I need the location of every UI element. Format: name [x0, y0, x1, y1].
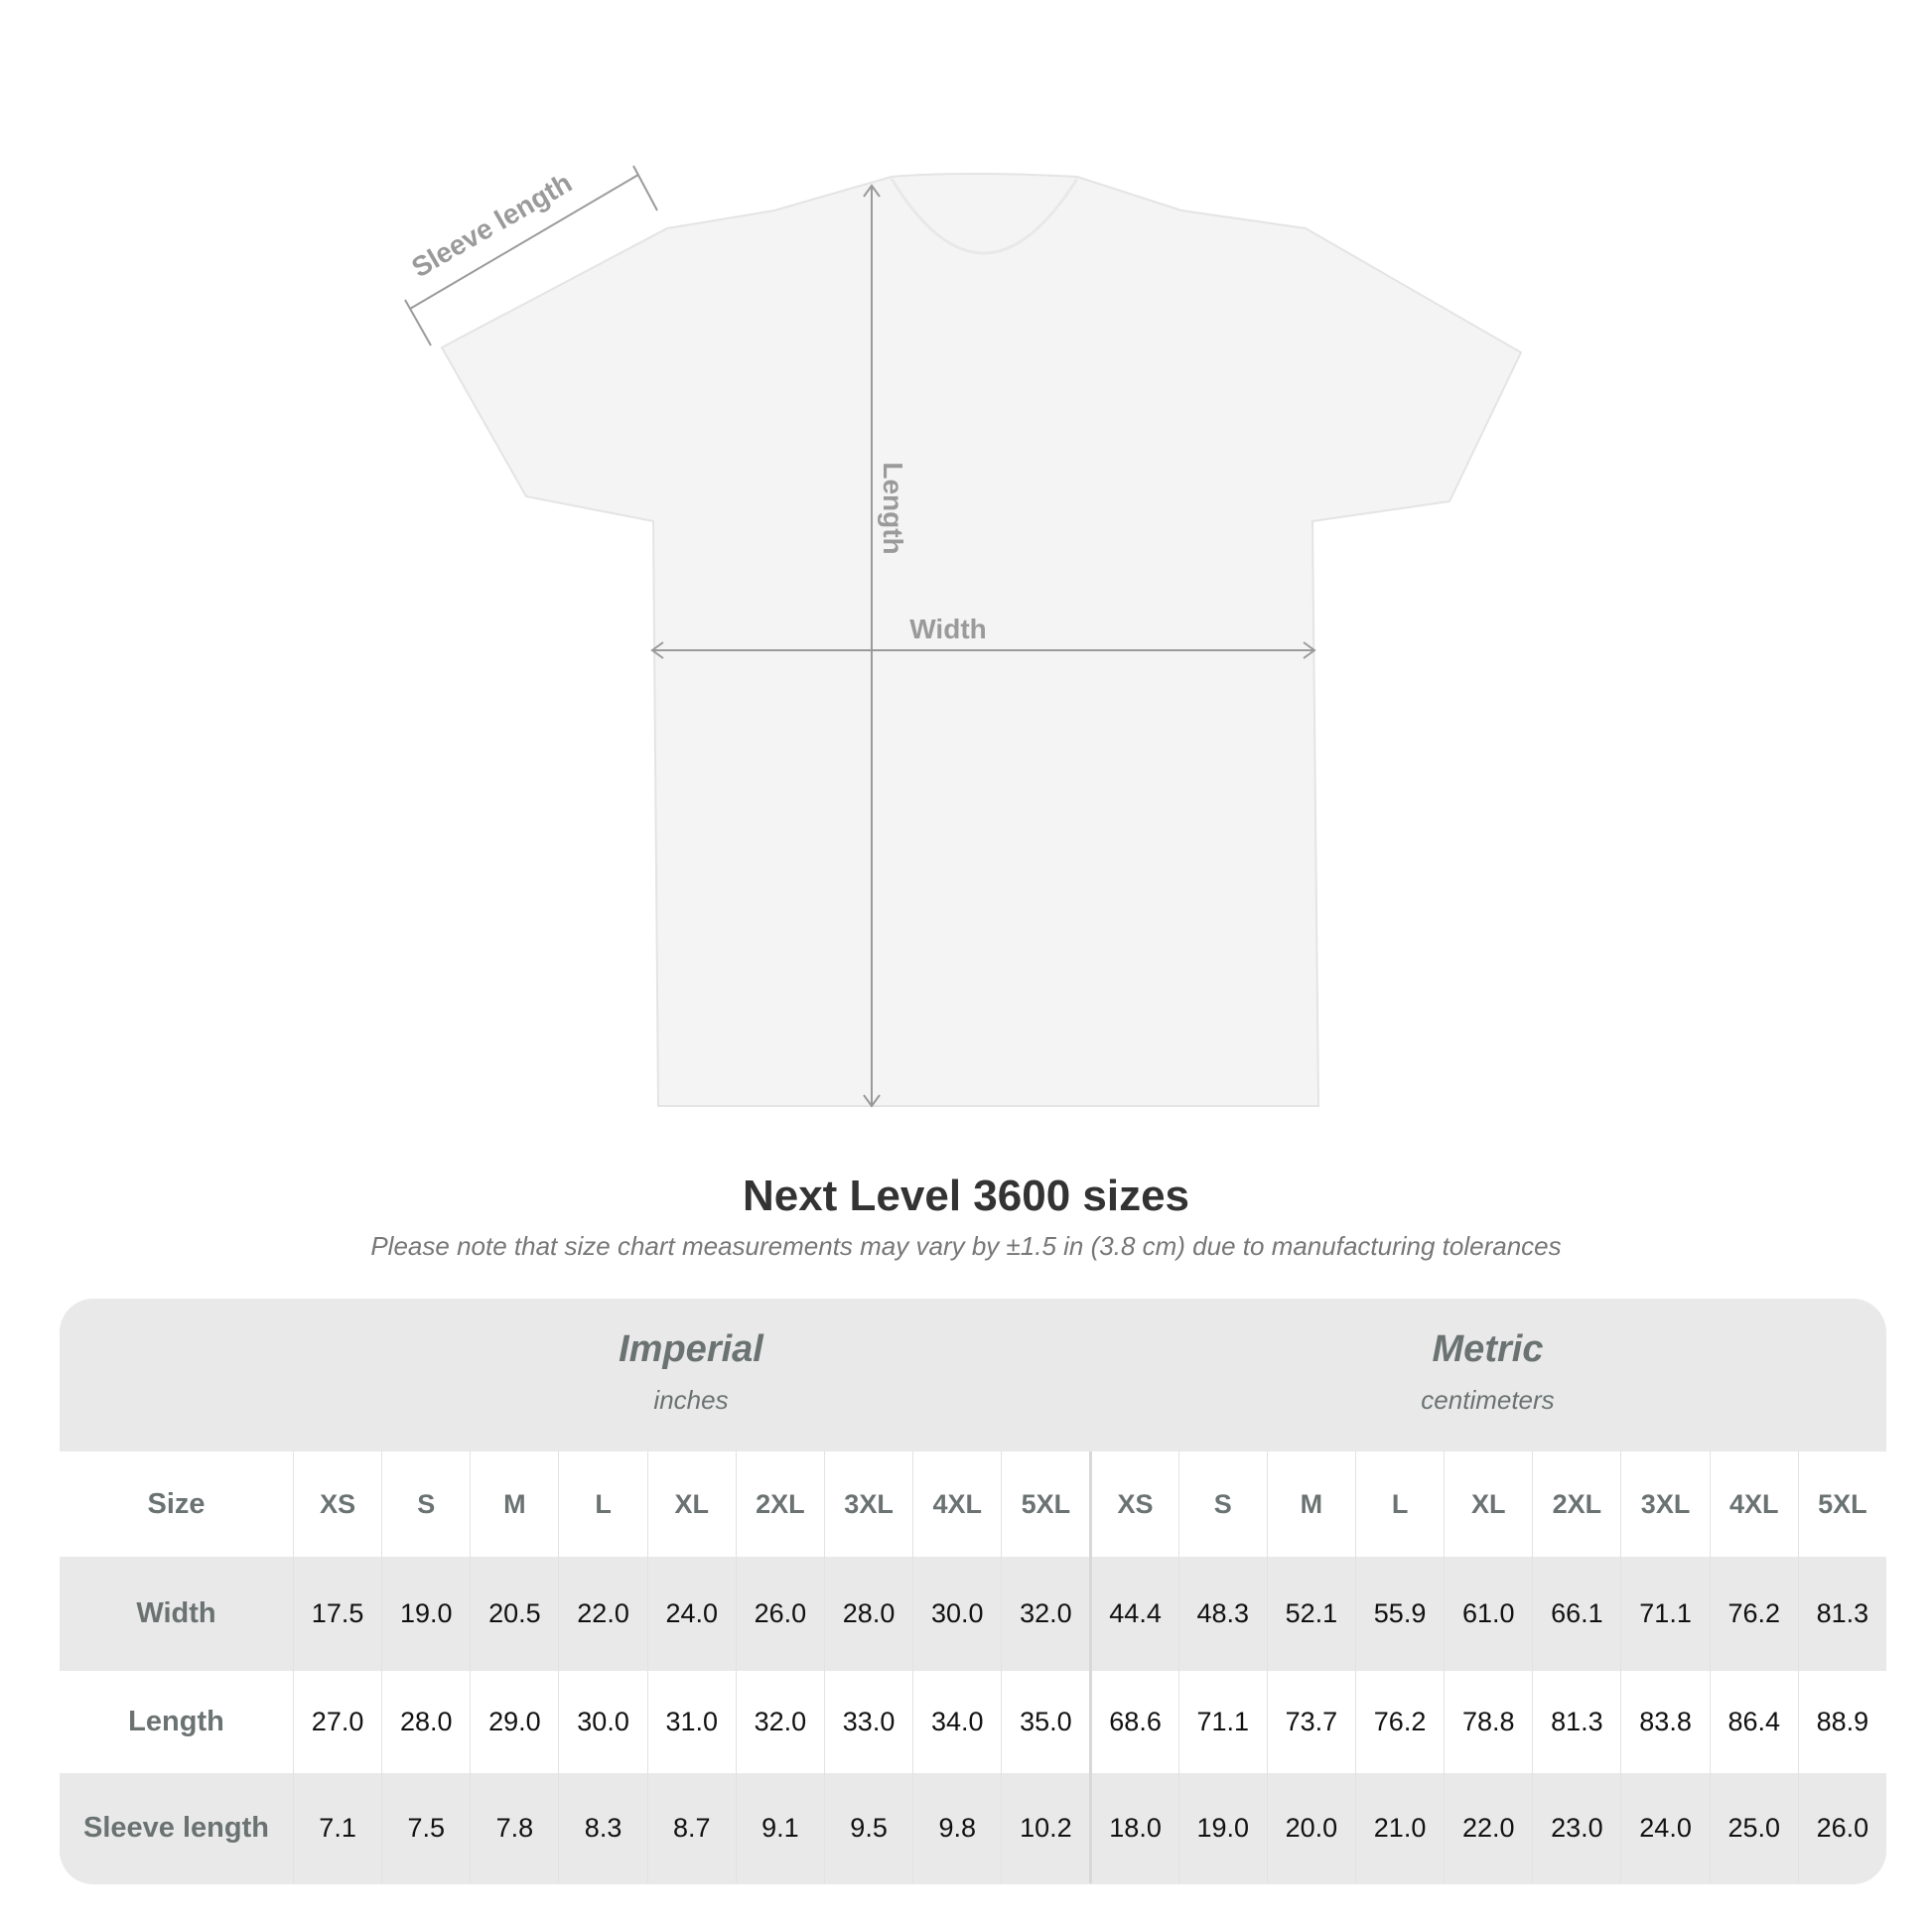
table-cell-metric: 22.0: [1444, 1773, 1533, 1883]
row-label: Width: [60, 1557, 293, 1671]
size-table: Imperial inches Metric centimeters Size X…: [60, 1299, 1886, 1884]
table-cell-metric: 76.2: [1354, 1671, 1445, 1773]
table-cell-imperial: 29.0: [470, 1671, 559, 1773]
size-header-metric: 4XL: [1709, 1451, 1798, 1557]
table-cell-metric: 24.0: [1620, 1773, 1710, 1883]
table-cell-metric: 71.1: [1177, 1671, 1267, 1773]
width-arrow-left: [650, 641, 664, 659]
table-cell-imperial: 26.0: [735, 1557, 824, 1671]
table-cell-imperial: 28.0: [823, 1557, 913, 1671]
size-header-metric: XL: [1444, 1451, 1533, 1557]
table-cell-imperial: 31.0: [646, 1671, 736, 1773]
table-cell-imperial: 8.3: [558, 1773, 647, 1883]
table-cell-imperial: 32.0: [1001, 1557, 1090, 1671]
table-cell-imperial: 24.0: [646, 1557, 736, 1671]
metric-unit: centimeters: [1421, 1385, 1555, 1415]
table-cell-imperial: 33.0: [823, 1671, 913, 1773]
table-cell-metric: 81.3: [1797, 1557, 1886, 1671]
table-cell-metric: 21.0: [1354, 1773, 1445, 1883]
size-header-imperial: XS: [293, 1451, 382, 1557]
size-header-imperial: L: [558, 1451, 647, 1557]
table-cell-imperial: 9.8: [912, 1773, 1002, 1883]
table-cell-imperial: 10.2: [1001, 1773, 1090, 1883]
size-header-imperial: M: [470, 1451, 559, 1557]
metric-header: Metric centimeters: [1089, 1299, 1886, 1451]
table-cell-metric: 73.7: [1266, 1671, 1355, 1773]
collar: [890, 178, 1079, 255]
length-arrow-bottom: [863, 1094, 881, 1108]
table-cell-metric: 81.3: [1532, 1671, 1621, 1773]
table-cell-imperial: 7.8: [470, 1773, 559, 1883]
table-cell-metric: 55.9: [1354, 1557, 1445, 1671]
row-label: Sleeve length: [60, 1773, 293, 1883]
table-cell-imperial: 30.0: [912, 1557, 1002, 1671]
size-header-imperial: S: [381, 1451, 471, 1557]
table-cell-metric: 23.0: [1532, 1773, 1621, 1883]
size-header-imperial: 3XL: [823, 1451, 913, 1557]
size-header-imperial: 2XL: [735, 1451, 824, 1557]
tshirt-diagram: Sleeve length Length Width: [404, 165, 1523, 1108]
table-cell-imperial: 34.0: [912, 1671, 1002, 1773]
table-cell-metric: 61.0: [1444, 1557, 1533, 1671]
size-header-metric: 5XL: [1797, 1451, 1886, 1557]
table-cell-metric: 52.1: [1266, 1557, 1355, 1671]
length-label: Length: [878, 462, 908, 554]
table-cell-imperial: 28.0: [381, 1671, 471, 1773]
size-header-metric: 2XL: [1532, 1451, 1621, 1557]
imperial-title: Imperial: [619, 1328, 763, 1370]
imperial-unit: inches: [653, 1385, 729, 1415]
size-header-metric: M: [1266, 1451, 1355, 1557]
table-cell-metric: 88.9: [1797, 1671, 1886, 1773]
size-header-imperial: 5XL: [1001, 1451, 1090, 1557]
table-cell-imperial: 7.1: [293, 1773, 382, 1883]
size-header-imperial: 4XL: [912, 1451, 1002, 1557]
table-cell-imperial: 30.0: [558, 1671, 647, 1773]
table-cell-metric: 76.2: [1709, 1557, 1798, 1671]
table-cell-imperial: 7.5: [381, 1773, 471, 1883]
table-cell-imperial: 32.0: [735, 1671, 824, 1773]
length-arrow-top: [863, 184, 881, 198]
size-header-metric: S: [1177, 1451, 1267, 1557]
table-cell-metric: 66.1: [1532, 1557, 1621, 1671]
size-header-label: Size: [60, 1451, 293, 1557]
width-arrow-right: [1303, 641, 1316, 659]
page-title: Next Level 3600 sizes: [742, 1172, 1190, 1220]
metric-title: Metric: [1432, 1328, 1544, 1370]
table-cell-metric: 25.0: [1709, 1773, 1798, 1883]
table-cell-imperial: 27.0: [293, 1671, 382, 1773]
size-header-metric: XS: [1089, 1451, 1178, 1557]
size-header-metric: 3XL: [1620, 1451, 1710, 1557]
table-cell-imperial: 22.0: [558, 1557, 647, 1671]
table-cell-metric: 86.4: [1709, 1671, 1798, 1773]
imperial-header: Imperial inches: [293, 1299, 1089, 1451]
tshirt-shape: [440, 173, 1523, 1107]
row-label: Length: [60, 1671, 293, 1773]
table-cell-metric: 26.0: [1797, 1773, 1886, 1883]
size-grid: Size XS S M L XL 2XL 3XL 4XL 5XL XS S M L XL 2XL 3XL 4XL 5…: [60, 1451, 1886, 1883]
size-header-metric: L: [1354, 1451, 1445, 1557]
table-cell-metric: 68.6: [1089, 1671, 1178, 1773]
tolerance-note: Please note that size chart measurements…: [370, 1231, 1562, 1261]
table-cell-metric: 20.0: [1266, 1773, 1355, 1883]
sleeve-line: [409, 174, 639, 310]
width-label: Width: [909, 614, 987, 644]
table-cell-metric: 83.8: [1620, 1671, 1710, 1773]
table-cell-imperial: 9.5: [823, 1773, 913, 1883]
table-cell-imperial: 19.0: [381, 1557, 471, 1671]
table-cell-metric: 78.8: [1444, 1671, 1533, 1773]
table-cell-imperial: 9.1: [735, 1773, 824, 1883]
table-cell-metric: 19.0: [1177, 1773, 1267, 1883]
table-cell-imperial: 20.5: [470, 1557, 559, 1671]
table-cell-metric: 48.3: [1177, 1557, 1267, 1671]
table-cell-metric: 18.0: [1089, 1773, 1178, 1883]
table-cell-imperial: 35.0: [1001, 1671, 1090, 1773]
table-cell-imperial: 17.5: [293, 1557, 382, 1671]
size-header-imperial: XL: [646, 1451, 736, 1557]
table-cell-metric: 71.1: [1620, 1557, 1710, 1671]
table-cell-imperial: 8.7: [646, 1773, 736, 1883]
table-cell-metric: 44.4: [1089, 1557, 1178, 1671]
